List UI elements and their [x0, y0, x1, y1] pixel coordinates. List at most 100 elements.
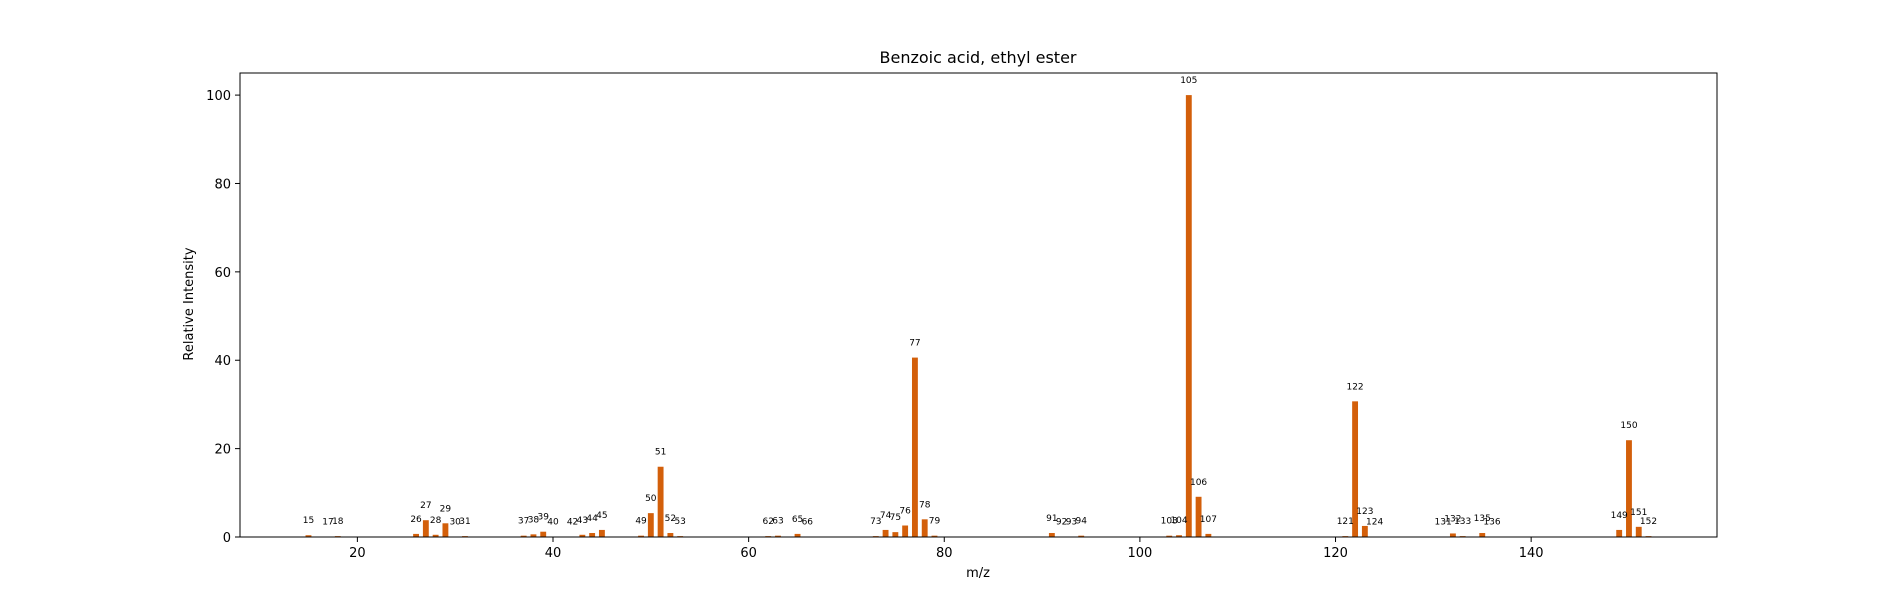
bar-label-mz-44: 44	[586, 514, 598, 524]
bar-label-mz-53: 53	[674, 517, 685, 527]
bar-mz-50	[647, 513, 654, 537]
bar-mz-63	[775, 535, 781, 537]
bar-mz-43	[579, 534, 586, 537]
bar-label-mz-49: 49	[635, 517, 647, 527]
bar-mz-122	[1352, 401, 1359, 537]
bar-label-mz-42: 42	[567, 518, 578, 528]
bar-label-mz-107: 107	[1200, 515, 1217, 525]
bar-mz-150	[1626, 440, 1632, 537]
bar-label-mz-62: 62	[762, 517, 773, 527]
bar-label-mz-75: 75	[890, 513, 901, 523]
bar-mz-132	[1449, 533, 1456, 537]
bar-mz-65	[794, 533, 801, 537]
x-tick-label: 60	[740, 546, 757, 561]
bar-label-mz-94: 94	[1075, 517, 1087, 527]
bar-label-mz-66: 66	[802, 518, 814, 528]
bar-label-mz-136: 136	[1483, 518, 1500, 528]
bar-label-mz-63: 63	[772, 517, 783, 527]
bar-label-mz-91: 91	[1046, 514, 1057, 524]
y-tick-label: 40	[214, 354, 231, 369]
bar-label-mz-149: 149	[1611, 511, 1628, 521]
bar-mz-28	[432, 534, 439, 537]
bar-mz-104	[1176, 535, 1182, 537]
bar-label-mz-122: 122	[1346, 382, 1363, 392]
bar-label-mz-104: 104	[1170, 516, 1187, 526]
bar-mz-39	[540, 531, 547, 537]
bar-label-mz-133: 133	[1454, 517, 1471, 527]
bar-mz-78	[921, 519, 928, 537]
bar-label-mz-93: 93	[1066, 518, 1077, 528]
bar-label-mz-73: 73	[870, 517, 881, 527]
bar-mz-105	[1185, 95, 1192, 537]
x-tick-label: 40	[545, 546, 562, 561]
bar-label-mz-150: 150	[1620, 421, 1637, 431]
bar-mz-79	[931, 535, 938, 537]
bar-label-mz-124: 124	[1366, 518, 1383, 528]
y-tick-label: 100	[206, 89, 231, 104]
bar-mz-45	[598, 529, 605, 537]
bar-label-mz-105: 105	[1180, 76, 1197, 86]
bar-label-mz-45: 45	[596, 511, 607, 521]
bar-mz-27	[422, 520, 429, 537]
bar-mz-106	[1195, 496, 1202, 537]
bar-mz-135	[1479, 533, 1486, 537]
x-tick-label: 140	[1519, 546, 1544, 561]
bar-mz-77	[911, 357, 918, 537]
bar-mz-37	[520, 535, 527, 537]
bar-label-mz-31: 31	[459, 517, 470, 527]
bar-mz-49	[638, 535, 644, 537]
y-axis-ticks: 0 20 40 60 80 100	[206, 89, 240, 546]
bar-label-mz-151: 151	[1630, 508, 1647, 518]
bar-mz-123	[1361, 525, 1368, 537]
bar-label-mz-74: 74	[880, 511, 892, 521]
y-tick-label: 80	[214, 177, 231, 192]
bar-label-mz-28: 28	[430, 516, 442, 526]
bar-mz-74	[882, 529, 889, 537]
bar-label-mz-131: 131	[1435, 518, 1452, 528]
bar-mz-151	[1635, 526, 1642, 537]
bar-mz-52	[667, 533, 674, 537]
bar-mz-76	[902, 525, 909, 537]
bar-mz-51	[657, 466, 664, 537]
bar-mz-44	[589, 533, 596, 537]
bar-label-mz-52: 52	[665, 514, 676, 524]
x-tick-label: 20	[349, 546, 366, 561]
bar-label-mz-79: 79	[929, 517, 941, 527]
bar-label-mz-92: 92	[1056, 518, 1067, 528]
bar-mz-149	[1616, 529, 1623, 537]
bar-label-mz-121: 121	[1337, 517, 1354, 527]
bar-mz-107	[1205, 533, 1212, 537]
bar-label-mz-37: 37	[518, 517, 529, 527]
bar-label-mz-27: 27	[420, 501, 431, 511]
bar-label-mz-78: 78	[919, 500, 931, 510]
y-tick-label: 60	[214, 266, 231, 281]
bar-mz-103	[1166, 535, 1173, 537]
bar-label-mz-17: 17	[322, 518, 333, 528]
bar-label-mz-43: 43	[577, 516, 588, 526]
x-tick-label: 80	[936, 546, 953, 561]
bar-label-mz-152: 152	[1640, 517, 1657, 527]
plot-frame	[239, 72, 1718, 538]
x-tick-label: 120	[1323, 546, 1348, 561]
bar-label-mz-40: 40	[547, 518, 559, 528]
bar-label-mz-26: 26	[410, 515, 422, 525]
bar-label-mz-51: 51	[655, 448, 666, 458]
bar-label-mz-76: 76	[899, 507, 911, 517]
bar-label-mz-77: 77	[909, 339, 920, 349]
bar-label-mz-103: 103	[1161, 517, 1178, 527]
x-tick-label: 100	[1127, 546, 1152, 561]
bar-label-mz-30: 30	[449, 518, 461, 528]
bar-mz-75	[892, 532, 899, 537]
bar-label-mz-18: 18	[332, 517, 344, 527]
bar-label-mz-132: 132	[1444, 514, 1461, 524]
bar-label-mz-50: 50	[645, 494, 657, 504]
bar-label-mz-38: 38	[528, 515, 540, 525]
x-axis-label: m/z	[966, 566, 990, 581]
chart-title: Benzoic acid, ethyl ester	[880, 48, 1077, 67]
bar-label-mz-135: 135	[1474, 514, 1491, 524]
bar-mz-26	[413, 533, 419, 537]
bar-mz-94	[1078, 535, 1085, 537]
